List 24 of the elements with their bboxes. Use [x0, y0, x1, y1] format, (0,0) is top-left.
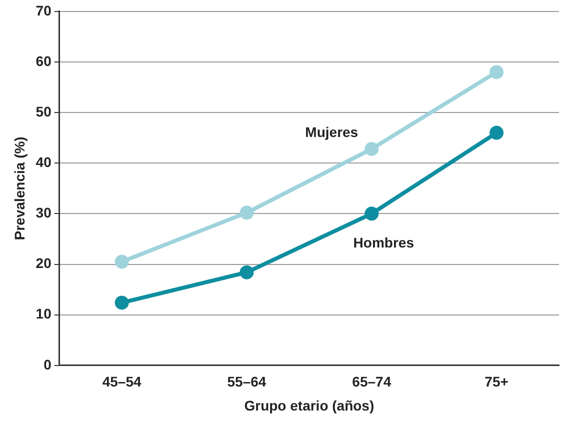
- point: [490, 126, 504, 140]
- series-label: Mujeres: [305, 124, 358, 140]
- point: [364, 206, 379, 221]
- series-label: Hombres: [353, 234, 414, 251]
- y-tick-label: 70: [36, 2, 52, 18]
- x-tick-label: 55–64: [227, 374, 266, 390]
- point: [364, 142, 379, 156]
- point: [114, 296, 129, 310]
- y-tick-label: 10: [36, 306, 52, 322]
- y-axis-title: Prevalencia (%): [11, 136, 28, 240]
- point: [114, 254, 129, 269]
- y-tick-label: 30: [36, 204, 52, 221]
- y-tick-label: 40: [36, 154, 52, 170]
- x-tick-label: 45–54: [102, 374, 142, 390]
- y-tick-label: 60: [36, 52, 52, 69]
- y-tick-label: 0: [44, 356, 52, 372]
- x-tick-label: 75+: [484, 374, 508, 390]
- y-tick-label: 20: [36, 255, 52, 272]
- point: [490, 65, 504, 80]
- point: [240, 265, 254, 280]
- y-tick-label: 50: [36, 103, 52, 120]
- point: [240, 206, 254, 220]
- x-axis-title: Grupo etario (años): [244, 397, 374, 414]
- x-tick-label: 65–74: [352, 374, 392, 390]
